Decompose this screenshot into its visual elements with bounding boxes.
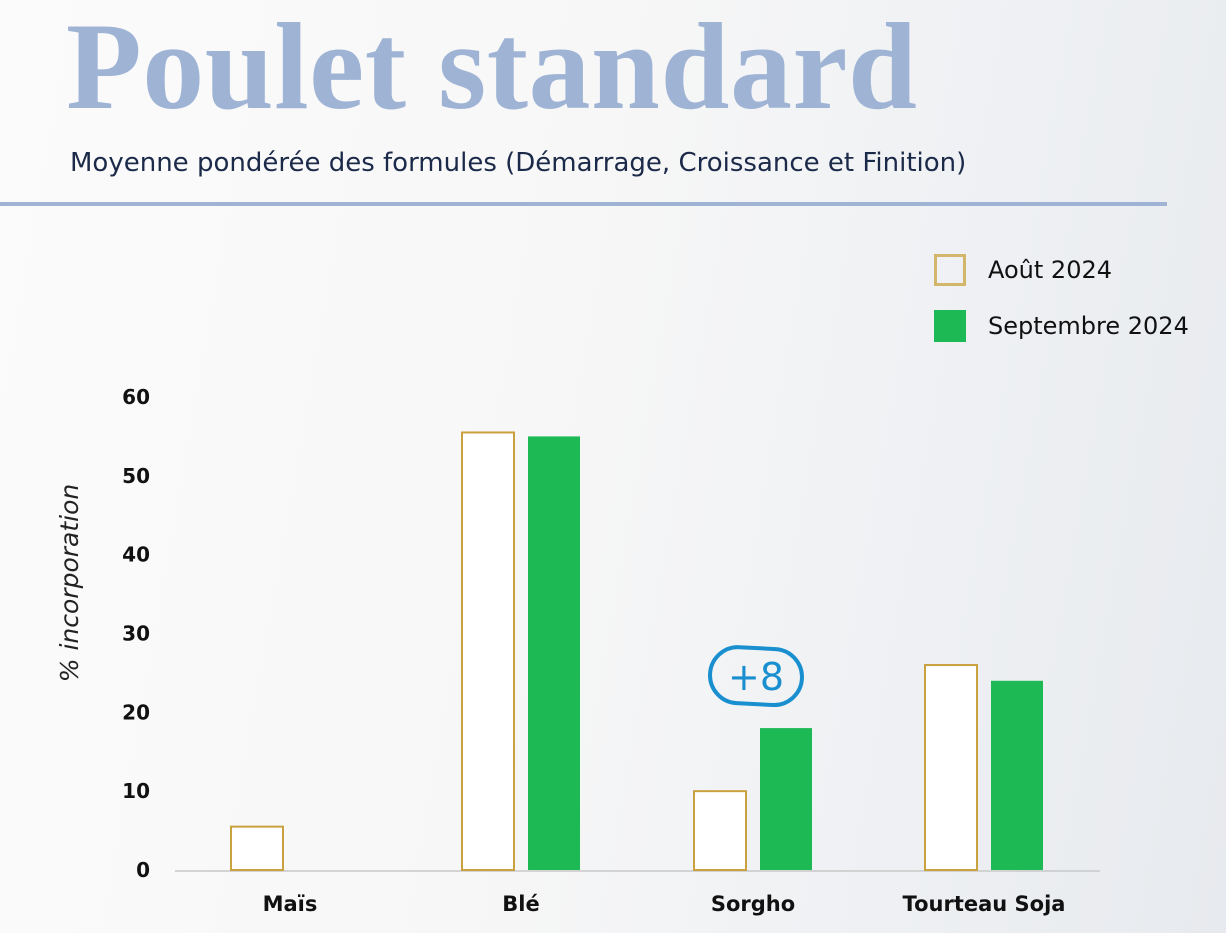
bar-aout: [693, 790, 747, 872]
bar-aout: [924, 664, 978, 871]
legend-swatch-aout: [934, 254, 966, 286]
y-tick-label: 10: [122, 779, 150, 803]
bar-aout: [461, 431, 515, 871]
bar-septembre: [991, 680, 1043, 870]
x-tick-label: Sorgho: [711, 892, 795, 916]
x-tick-label: Blé: [502, 892, 539, 916]
legend-label-septembre: Septembre 2024: [988, 312, 1189, 340]
bar-septembre: [528, 436, 580, 870]
x-tick-label: Maïs: [263, 892, 318, 916]
y-tick-label: 30: [122, 622, 150, 646]
header-divider: [0, 202, 1167, 206]
chart-annotations: +8: [708, 645, 804, 708]
bar-aout: [230, 825, 284, 871]
y-axis-ticks: 0 10 20 30 40 50 60: [122, 385, 150, 882]
page-title: Poulet standard: [66, 0, 918, 135]
y-tick-label: 60: [122, 385, 150, 409]
y-axis-title: % incorporation: [55, 484, 84, 682]
annotation-text: +8: [728, 655, 784, 699]
y-tick-label: 40: [122, 543, 150, 567]
annotation-badge: +8: [708, 645, 804, 708]
x-axis-labels: Maïs Blé Sorgho Tourteau Soja: [263, 892, 1066, 916]
page-subtitle: Moyenne pondérée des formules (Démarrage…: [70, 148, 967, 178]
chart-legend: Août 2024 Septembre 2024: [934, 252, 1189, 364]
bar-septembre: [760, 728, 812, 870]
legend-item-septembre: Septembre 2024: [934, 308, 1189, 344]
y-tick-label: 50: [122, 464, 150, 488]
legend-label-aout: Août 2024: [988, 256, 1113, 284]
x-tick-label: Tourteau Soja: [903, 892, 1066, 916]
legend-item-aout: Août 2024: [934, 252, 1189, 288]
legend-swatch-septembre: [934, 310, 966, 342]
y-tick-label: 20: [122, 700, 150, 724]
y-tick-label: 0: [136, 858, 150, 882]
chart-bars: [230, 431, 1043, 872]
